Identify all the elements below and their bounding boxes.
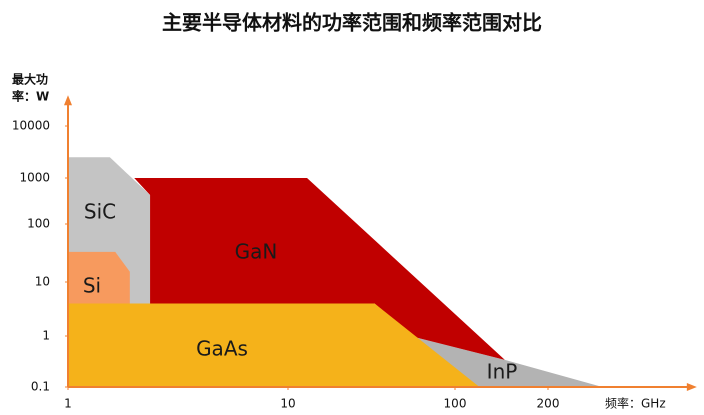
axes: 1 10 100 200 0.1 1 10 100 1000 10000 xyxy=(12,95,697,411)
y-tick-label: 10 xyxy=(35,275,50,289)
y-axis-label: 率：W xyxy=(12,89,49,104)
y-axis-label: 最大功 xyxy=(12,72,48,87)
region-label: InP xyxy=(487,360,518,384)
y-tick-label: 0.1 xyxy=(31,380,50,394)
x-tick-label: 100 xyxy=(444,397,467,411)
y-tick-label: 100 xyxy=(27,217,50,231)
x-tick-label: 1 xyxy=(64,397,72,411)
x-axis-arrow xyxy=(686,383,697,391)
x-tick-label: 10 xyxy=(280,397,295,411)
region xyxy=(134,178,505,360)
region xyxy=(68,251,130,304)
x-axis-label: 频率：GHz xyxy=(605,396,666,411)
region-label: SiC xyxy=(84,200,116,224)
y-tick-label: 10000 xyxy=(12,119,50,133)
x-tick-label: 200 xyxy=(537,397,560,411)
y-tick-label: 1 xyxy=(42,329,50,343)
chart-title: 主要半导体材料的功率范围和频率范围对比 xyxy=(162,11,542,35)
y-axis-arrow xyxy=(64,95,72,106)
y-tick-label: 1000 xyxy=(19,171,50,185)
region-label: GaAs xyxy=(196,337,248,361)
region xyxy=(68,303,480,387)
region-label: GaN xyxy=(235,240,278,264)
regions: InP GaN GaAs SiC Si xyxy=(68,157,603,387)
region-label: Si xyxy=(83,274,101,298)
